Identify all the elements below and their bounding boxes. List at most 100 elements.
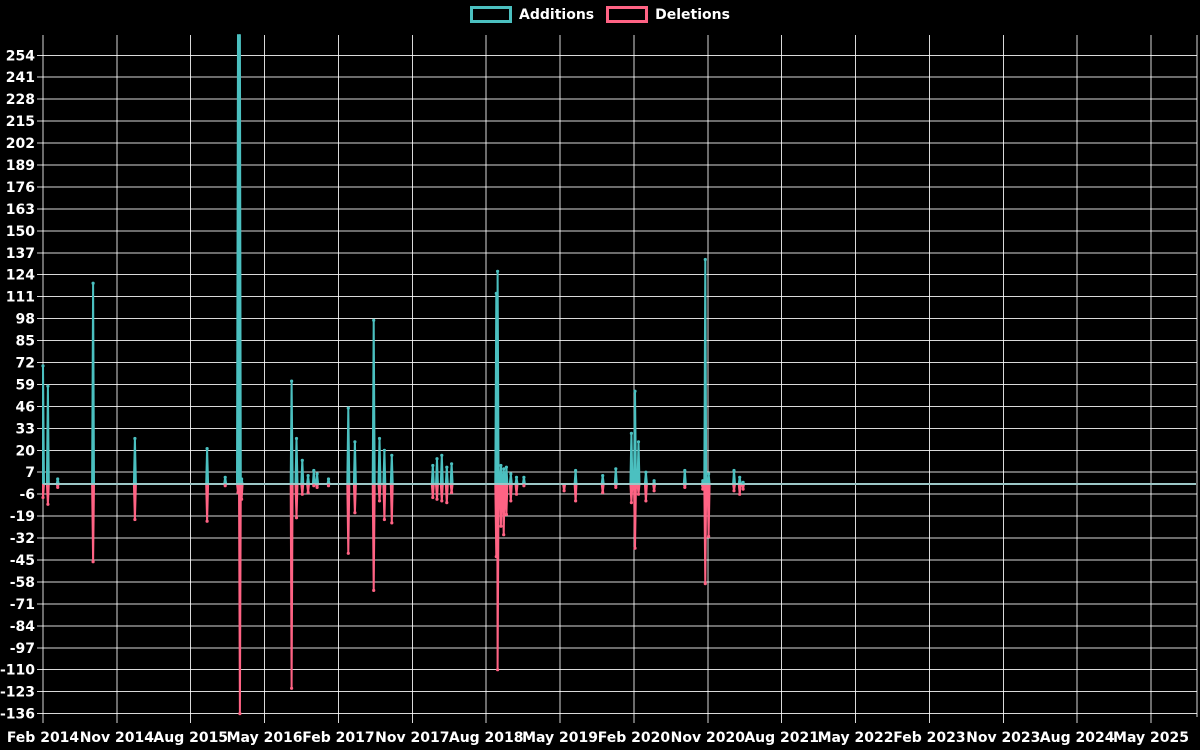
additions-point [440,453,444,457]
x-tick-label: May 2019 [522,730,598,746]
deletions-point [41,495,45,500]
additions-point [652,479,656,483]
additions-point [496,269,500,273]
additions-point [499,463,503,468]
deletions-point [377,499,382,503]
y-tick-label: 202 [6,136,35,152]
x-tick-label: Feb 2023 [893,730,965,746]
x-tick-label: Feb 2014 [7,730,80,746]
y-tick-label: 228 [6,92,35,108]
deletions-point [652,489,656,493]
x-tick-label: Nov 2023 [966,730,1040,746]
deletions-point [300,492,304,496]
chart-legend: Additions Deletions [0,6,1200,23]
additions-point [377,436,382,441]
y-tick-label: 150 [6,224,35,240]
additions-point [326,477,331,481]
additions-point [522,475,526,479]
deletions-point [732,489,736,493]
additions-point [372,318,376,322]
additions-point [683,468,687,473]
y-tick-label: -58 [10,575,35,591]
deletions-point [346,551,350,555]
additions-point [633,389,637,393]
deletions-point [644,499,648,503]
y-tick-label: -136 [0,707,35,723]
y-tick-label: -71 [10,597,35,613]
x-tick-label: Nov 2017 [375,730,449,746]
y-tick-label: -32 [10,531,35,547]
additions-point [494,291,498,295]
deletions-point [522,484,526,488]
y-tick-label: 85 [16,334,35,350]
deletions-point [496,668,500,672]
y-tick-label: 254 [6,48,35,64]
deletions-point [390,521,394,525]
deletions-point [502,533,506,537]
x-tick-label: Aug 2021 [744,730,819,746]
additions-point [601,474,605,478]
x-tick-label: Nov 2020 [671,730,746,746]
additions-point [240,477,244,481]
deletions-swatch-icon [606,6,649,23]
additions-point [56,477,60,481]
deletions-point [306,490,310,495]
deletions-point [514,492,519,496]
deletions-point [205,519,209,523]
additions-point [312,468,316,473]
additions-point [703,257,707,262]
deletions-point [56,485,60,489]
x-tick-label: Aug 2018 [449,730,524,746]
deletions-point [223,484,227,488]
deletions-point [294,516,299,520]
additions-point [741,480,745,484]
y-tick-label: -6 [19,487,35,503]
deletions-point [450,490,454,495]
y-tick-label: 33 [16,421,35,437]
additions-point [315,472,319,476]
y-tick-label: 72 [16,355,35,371]
y-tick-label: 163 [6,202,35,218]
additions-point [300,458,304,462]
y-tick-label: 59 [16,377,35,393]
y-tick-label: -45 [10,553,35,569]
additions-point [644,470,648,474]
additions-point [205,447,209,451]
deletions-point [382,517,386,522]
y-tick-label: 124 [6,268,35,284]
y-tick-label: -123 [0,685,35,701]
deletions-point [636,492,641,496]
y-tick-label: 46 [16,399,35,415]
deletions-point [238,712,242,716]
y-tick-label: -84 [10,619,36,635]
deletions-line [42,483,1196,715]
deletions-point [326,484,331,488]
legend-item-deletions[interactable]: Deletions [606,6,730,23]
additions-point [514,475,519,479]
additions-point [614,467,618,471]
deletions-point [574,499,578,503]
y-tick-label: -19 [10,509,35,525]
deletions-point [499,524,503,528]
additions-point [390,453,394,457]
deletions-point [312,484,316,488]
additions-point [294,436,299,441]
additions-line [42,34,1196,485]
deletions-point [445,501,449,505]
deletions-point [372,588,376,593]
deletions-point [629,501,634,505]
additions-point [435,457,439,461]
x-tick-label: May 2016 [227,730,303,746]
deletions-point [614,485,618,489]
deletions-point [633,546,637,550]
additions-point [509,472,513,476]
additions-point [629,431,634,435]
deletions-point [431,495,435,500]
additions-point [701,479,705,483]
legend-item-additions[interactable]: Additions [470,6,594,23]
deletions-point [707,534,711,539]
additions-point [574,468,578,473]
additions-point [353,440,357,444]
